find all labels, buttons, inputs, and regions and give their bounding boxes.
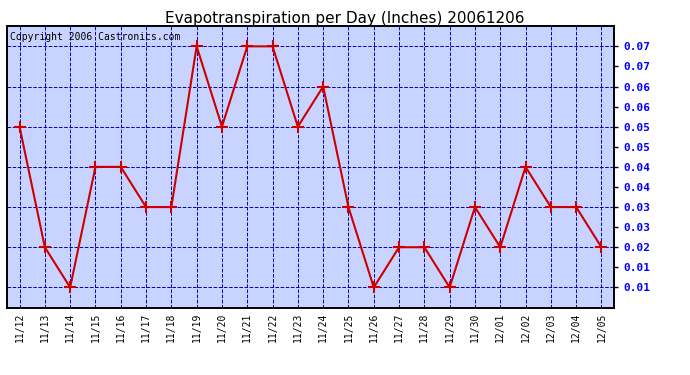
Text: Evapotranspiration per Day (Inches) 20061206: Evapotranspiration per Day (Inches) 2006… [165, 11, 525, 26]
Text: Copyright 2006 Castronics.com: Copyright 2006 Castronics.com [10, 32, 180, 42]
